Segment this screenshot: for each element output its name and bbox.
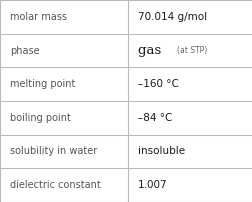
Text: boiling point: boiling point	[10, 113, 71, 123]
Text: solubility in water: solubility in water	[10, 146, 97, 157]
Text: –160 °C: –160 °C	[137, 79, 178, 89]
Text: –84 °C: –84 °C	[137, 113, 172, 123]
Text: molar mass: molar mass	[10, 12, 67, 22]
Text: phase: phase	[10, 45, 40, 56]
Text: (at STP): (at STP)	[176, 46, 207, 55]
Text: insoluble: insoluble	[137, 146, 184, 157]
Text: dielectric constant: dielectric constant	[10, 180, 101, 190]
Text: 1.007: 1.007	[137, 180, 167, 190]
Text: melting point: melting point	[10, 79, 75, 89]
Text: 70.014 g/mol: 70.014 g/mol	[137, 12, 206, 22]
Text: gas: gas	[137, 44, 169, 57]
